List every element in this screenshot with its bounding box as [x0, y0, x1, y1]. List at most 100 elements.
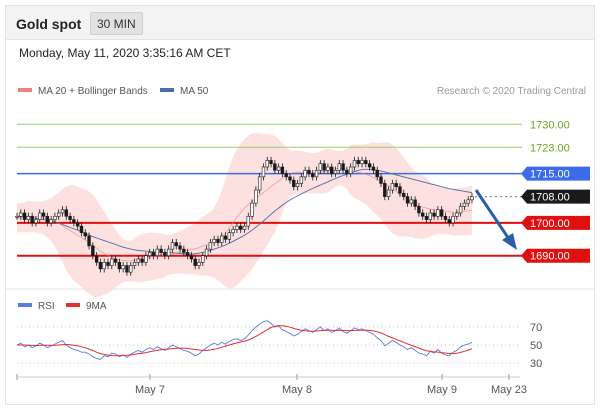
candle-body: [216, 238, 220, 243]
candle-body: [38, 212, 42, 220]
candle-body: [352, 160, 357, 168]
candle-body: [242, 225, 247, 230]
rsi-tick-label: 50: [530, 340, 542, 352]
candle-body: [140, 258, 144, 263]
rsi-legend-label: RSI: [38, 301, 55, 312]
candle-body: [398, 186, 402, 194]
candle-body: [447, 219, 451, 224]
candle-body: [265, 160, 269, 168]
candle-body: [269, 160, 273, 165]
candle-body: [299, 176, 304, 184]
candle-body: [102, 261, 106, 270]
candle-body: [360, 160, 364, 165]
price-level-label: 1730.00: [530, 119, 570, 131]
bollinger-legend-label: MA 20 + Bollinger Bands: [38, 86, 148, 97]
rsi-ma-legend-swatch: [66, 303, 80, 307]
candle-body: [280, 166, 285, 174]
instrument-title: Gold spot: [16, 16, 82, 32]
candle-body: [201, 255, 205, 263]
candle-body: [15, 215, 19, 218]
candle-body: [129, 265, 133, 273]
price-level-tag: [521, 248, 590, 263]
candle-body: [466, 199, 470, 204]
candle-body: [379, 176, 383, 184]
candle-body: [402, 192, 406, 197]
candle-body: [394, 183, 398, 188]
candle-body: [34, 219, 38, 224]
candle-body: [318, 163, 323, 171]
price-level-tag: [521, 166, 590, 181]
forecast-arrow-shaft: [474, 189, 513, 243]
candle-body: [98, 261, 103, 270]
candle-body: [163, 252, 167, 257]
candle-body: [311, 173, 315, 178]
candle-body: [254, 189, 258, 204]
candle-body: [60, 209, 65, 214]
ma50-legend-label: MA 50: [180, 86, 209, 97]
rsi-legend: RSI 9MA: [18, 301, 107, 312]
timeframe-button[interactable]: 30 MIN: [90, 12, 143, 35]
candle-body: [159, 248, 163, 253]
candle-body: [231, 229, 235, 234]
candle-body: [273, 163, 277, 171]
price-level-label: 1715.00: [530, 169, 570, 181]
candle-body: [322, 163, 326, 171]
candle-body: [22, 212, 27, 220]
candle-body: [75, 222, 80, 227]
candle-body: [182, 248, 186, 253]
candle-body: [439, 209, 444, 217]
candle-body: [94, 255, 99, 263]
candle-body: [223, 235, 228, 240]
candle-body: [292, 179, 296, 188]
candle-body: [110, 258, 114, 266]
candle-body: [257, 176, 262, 191]
time-axis-label: May 8: [282, 384, 312, 396]
candle-body: [117, 261, 122, 270]
candle-body: [341, 163, 345, 171]
time-axis-label: May 9: [427, 384, 457, 396]
candle-body: [261, 166, 266, 178]
candle-body: [356, 160, 360, 165]
rsi-ma-legend-label: 9MA: [86, 301, 107, 312]
candle-body: [470, 196, 474, 201]
candle-body: [121, 265, 125, 270]
candle-body: [284, 173, 288, 178]
rsi-ma-line: [17, 325, 473, 357]
candle-body: [428, 212, 432, 220]
candle-body: [307, 169, 311, 174]
candle-body: [45, 215, 50, 224]
candle-body: [413, 199, 417, 207]
candle-body: [330, 166, 334, 174]
candle-body: [375, 169, 379, 178]
candle-body: [64, 209, 68, 217]
candle-body: [371, 166, 376, 171]
copyright-text: Research © 2020 Trading Central: [437, 86, 586, 97]
forecast-arrow-head: [502, 233, 517, 250]
candle-body: [333, 169, 338, 174]
candle-body: [72, 219, 76, 224]
time-axis-label: May 7: [135, 384, 165, 396]
candle-body: [417, 206, 421, 214]
candle-body: [155, 248, 159, 257]
candle-body: [288, 176, 292, 181]
time-axis: May 7 May 8 May 9 May 23: [16, 374, 527, 396]
rsi-panel: 70 50 30: [16, 320, 542, 370]
rsi-tick-label: 30: [530, 358, 542, 370]
candle-body: [30, 215, 34, 224]
candle-body: [174, 242, 178, 247]
price-level-tag: [521, 215, 590, 230]
candle-body: [220, 235, 224, 243]
ma50-line: [17, 168, 473, 255]
price-level-label: 1700.00: [530, 218, 570, 230]
candle-body: [246, 215, 250, 227]
candle-body: [367, 163, 372, 168]
candle-body: [212, 238, 216, 243]
candle-body: [364, 160, 368, 165]
candle-body: [87, 235, 91, 247]
candle-body: [125, 265, 129, 273]
candle-body: [178, 245, 182, 250]
candle-body: [148, 252, 152, 257]
candle-body: [166, 248, 171, 257]
chart-widget: Gold spot 30 MIN Monday, May 11, 2020 3:…: [5, 5, 595, 405]
candle-body: [345, 169, 349, 174]
